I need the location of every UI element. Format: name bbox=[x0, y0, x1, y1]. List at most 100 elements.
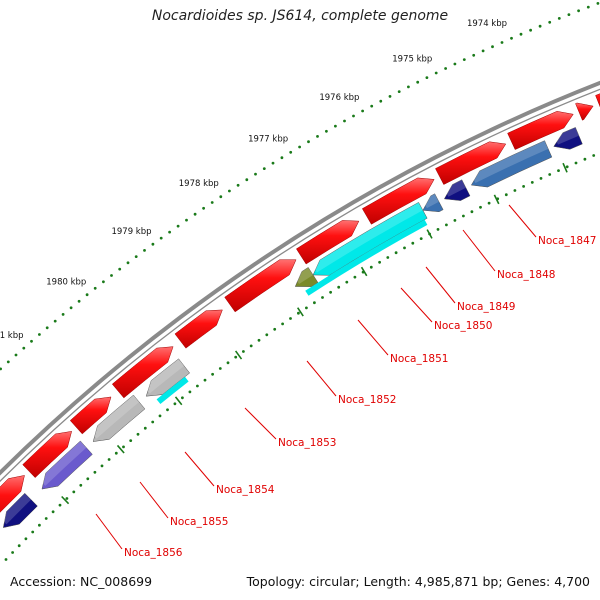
outer-scale-dot bbox=[529, 28, 532, 32]
gene-label-leader bbox=[425, 266, 456, 304]
forward-gene-arrow bbox=[575, 102, 594, 121]
scale-tick-mark bbox=[174, 396, 183, 406]
outer-scale-dot bbox=[519, 32, 523, 36]
gene-label: Noca_1853 bbox=[278, 437, 336, 449]
gene-noca-1847 bbox=[553, 127, 583, 150]
inner-scale-dot bbox=[143, 426, 147, 430]
inner-scale-dot bbox=[17, 544, 21, 548]
inner-scale-dot bbox=[548, 173, 552, 176]
inner-scale-dot bbox=[337, 285, 341, 289]
gene-label-leader bbox=[244, 407, 277, 440]
outer-scale-dot bbox=[176, 224, 180, 228]
inner-scale-dot bbox=[436, 228, 440, 231]
scale-tick-label: 1976 kbp bbox=[319, 93, 359, 103]
forward-gene-arrow bbox=[69, 396, 112, 435]
inner-scale-dot bbox=[345, 280, 349, 284]
inner-scale-dot bbox=[188, 390, 192, 394]
inner-scale-dot bbox=[403, 246, 406, 250]
gene-label: Noca_1855 bbox=[170, 516, 228, 528]
outer-scale-dot bbox=[491, 45, 494, 49]
gene-label-leader bbox=[306, 360, 337, 397]
inner-scale-dot bbox=[166, 408, 169, 412]
inner-scale-dot bbox=[539, 177, 543, 180]
forward-gene-arrow bbox=[174, 309, 223, 349]
inner-scale-dot bbox=[51, 510, 55, 514]
outer-scale-dot bbox=[93, 286, 97, 290]
gene-highlight bbox=[39, 440, 87, 486]
inner-scale-dot bbox=[72, 490, 76, 494]
outer-scale-dot bbox=[407, 85, 410, 89]
forward-gene-arrow bbox=[22, 431, 73, 478]
gene-noca-1853 bbox=[145, 358, 191, 397]
gene-label-leader bbox=[357, 319, 389, 356]
gene-noca-1851-inner bbox=[305, 219, 428, 296]
outer-scale-dot bbox=[45, 326, 49, 330]
gene-label-leader bbox=[184, 451, 215, 487]
inner-scale-dot bbox=[353, 275, 357, 279]
gene-label: Noca_1849 bbox=[457, 301, 515, 313]
inner-scale-dot bbox=[151, 420, 155, 424]
scale-tick-label: 1974 kbp bbox=[467, 19, 507, 29]
inner-scale-dot bbox=[257, 338, 261, 342]
inner-scale-dot bbox=[38, 523, 41, 527]
gene-noca-1855 bbox=[41, 440, 93, 490]
gene-label-leader bbox=[95, 513, 123, 550]
map-title: Nocardioides sp. JS614, complete genome bbox=[151, 8, 449, 24]
gene-label: Noca_1852 bbox=[338, 394, 396, 406]
forward-gene-arrow bbox=[224, 259, 297, 313]
inner-scale-dot bbox=[565, 165, 569, 169]
scale-tick-mark bbox=[493, 194, 500, 205]
inner-scale-dot bbox=[530, 181, 534, 184]
inner-scale-dot bbox=[369, 265, 373, 269]
outer-scale-dot bbox=[228, 189, 231, 193]
inner-scale-dot bbox=[4, 558, 8, 561]
inner-scale-dot bbox=[136, 432, 140, 436]
outer-scale-dot bbox=[352, 114, 355, 118]
outer-scale-dot bbox=[298, 145, 301, 149]
outer-scale-dot bbox=[38, 333, 41, 336]
outer-scale-dot bbox=[254, 172, 257, 176]
gene-highlight bbox=[294, 267, 314, 285]
inner-scale-dot bbox=[93, 470, 97, 474]
outer-scale-dot bbox=[53, 319, 57, 323]
inner-scale-dot bbox=[122, 445, 125, 449]
inner-scale-dot bbox=[86, 477, 90, 481]
outer-scale-dot bbox=[77, 299, 81, 303]
forward-gene-arrow bbox=[361, 177, 435, 225]
scale-tick-labels: 1969 kbp1970 kbp1971 kbp1972 kbp1973 kbp… bbox=[0, 19, 507, 341]
inner-scale-dot bbox=[158, 414, 162, 418]
outer-scale-dot bbox=[6, 360, 10, 364]
outer-scale-dot bbox=[538, 24, 542, 28]
outer-scale-dot bbox=[30, 339, 33, 343]
inner-scale-dot bbox=[394, 251, 398, 255]
outer-scale-dot bbox=[219, 195, 223, 199]
inner-scale-dot bbox=[234, 355, 238, 359]
inner-scale-dot bbox=[24, 537, 28, 541]
inner-scale-dot bbox=[129, 439, 133, 442]
scale-tick-label: 1978 kbp bbox=[179, 179, 219, 189]
inner-scale-dot bbox=[479, 205, 482, 209]
outer-scale-dot bbox=[110, 274, 113, 277]
outer-scale-dot bbox=[361, 109, 364, 113]
outer-scale-dot bbox=[577, 9, 580, 13]
forward-gene-arrow bbox=[111, 346, 174, 399]
inner-scale-dot bbox=[522, 185, 525, 188]
outer-scale-dot bbox=[202, 206, 206, 210]
gene-noca-1856 bbox=[2, 492, 38, 528]
gene-highlight bbox=[422, 193, 439, 209]
outer-scale-dot bbox=[151, 242, 155, 246]
outer-scale-dot bbox=[462, 58, 466, 61]
inner-scale-dot bbox=[11, 551, 15, 554]
outer-scale-dot bbox=[481, 49, 485, 53]
outer-scale-dot bbox=[379, 99, 383, 103]
forward-strand-genes bbox=[0, 93, 600, 513]
inner-scale-dot bbox=[592, 154, 596, 157]
outer-scale-dot bbox=[126, 261, 130, 265]
gene-label: Noca_1848 bbox=[497, 269, 555, 281]
outer-scale-dot bbox=[61, 313, 65, 316]
outer-scale-dot bbox=[85, 293, 89, 297]
outer-scale-dot bbox=[22, 346, 26, 350]
inner-scale-dot bbox=[218, 367, 222, 370]
gene-label: Noca_1854 bbox=[216, 484, 275, 496]
outer-scale-dot bbox=[14, 353, 18, 357]
